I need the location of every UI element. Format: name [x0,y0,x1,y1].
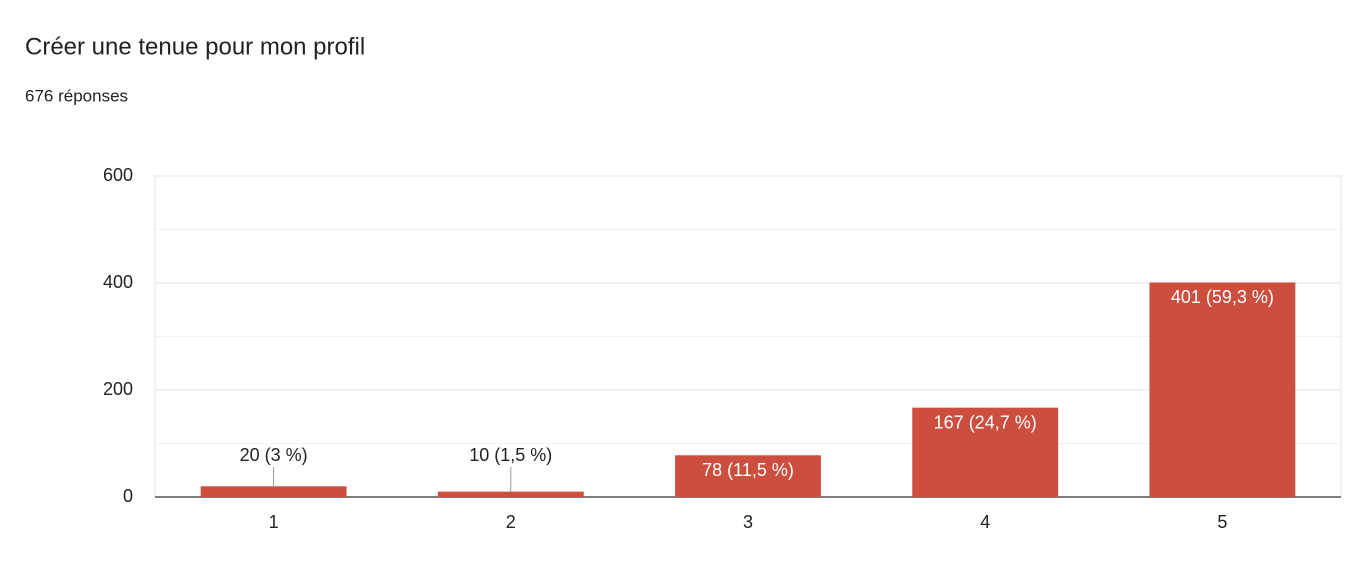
y-tick-label: 600 [103,165,133,185]
bar [200,486,347,497]
x-tick-label: 2 [506,512,516,532]
x-tick-label: 1 [269,512,279,532]
data-label: 167 (24,7 %) [934,412,1037,432]
y-tick-label: 200 [103,379,133,399]
data-label: 401 (59,3 %) [1171,287,1274,307]
x-tick-label: 4 [980,512,990,532]
x-tick-label: 5 [1217,512,1227,532]
chart-subtitle: 676 réponses [25,86,128,105]
bar [437,491,584,497]
data-label: 78 (11,5 %) [702,460,794,480]
chart-title: Créer une tenue pour mon profil [25,33,365,60]
y-tick-label: 0 [123,486,133,506]
data-label: 10 (1,5 %) [469,445,552,465]
y-tick-label: 400 [103,272,133,292]
bar [912,407,1059,497]
data-label: 20 (3 %) [240,445,308,465]
bar [675,455,821,497]
bar [1149,282,1296,497]
x-tick-label: 3 [743,512,753,532]
